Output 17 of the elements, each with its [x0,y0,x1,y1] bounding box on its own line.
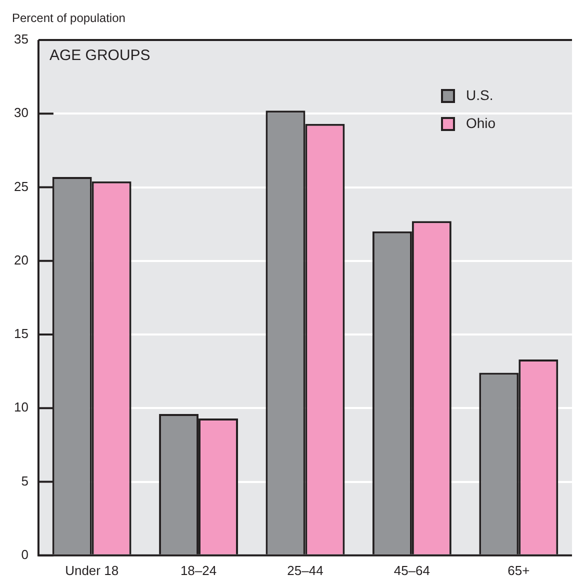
x-tick-label: 25–44 [287,562,324,578]
x-tick-label: Under 18 [65,562,119,578]
y-tick-label: 25 [14,178,28,194]
y-tick-label: 5 [21,473,28,488]
y-tick-label: 0 [21,546,28,562]
text: AGE GROUPS [49,47,150,64]
y-axis-title: Percent of population [12,11,126,25]
x-tick-label: 45–64 [394,562,430,578]
x-tick-label: 18–24 [180,562,217,578]
legend-label: Ohio [466,114,496,131]
y-tick-label: 35 [14,32,28,47]
legend-label: U.S. [466,86,494,103]
y-tick-label: 20 [14,252,28,268]
y-tick-label: 30 [14,105,28,120]
y-tick-label: 15 [14,326,28,342]
x-tick-label: 65+ [508,562,530,578]
y-tick-label: 10 [14,400,28,415]
